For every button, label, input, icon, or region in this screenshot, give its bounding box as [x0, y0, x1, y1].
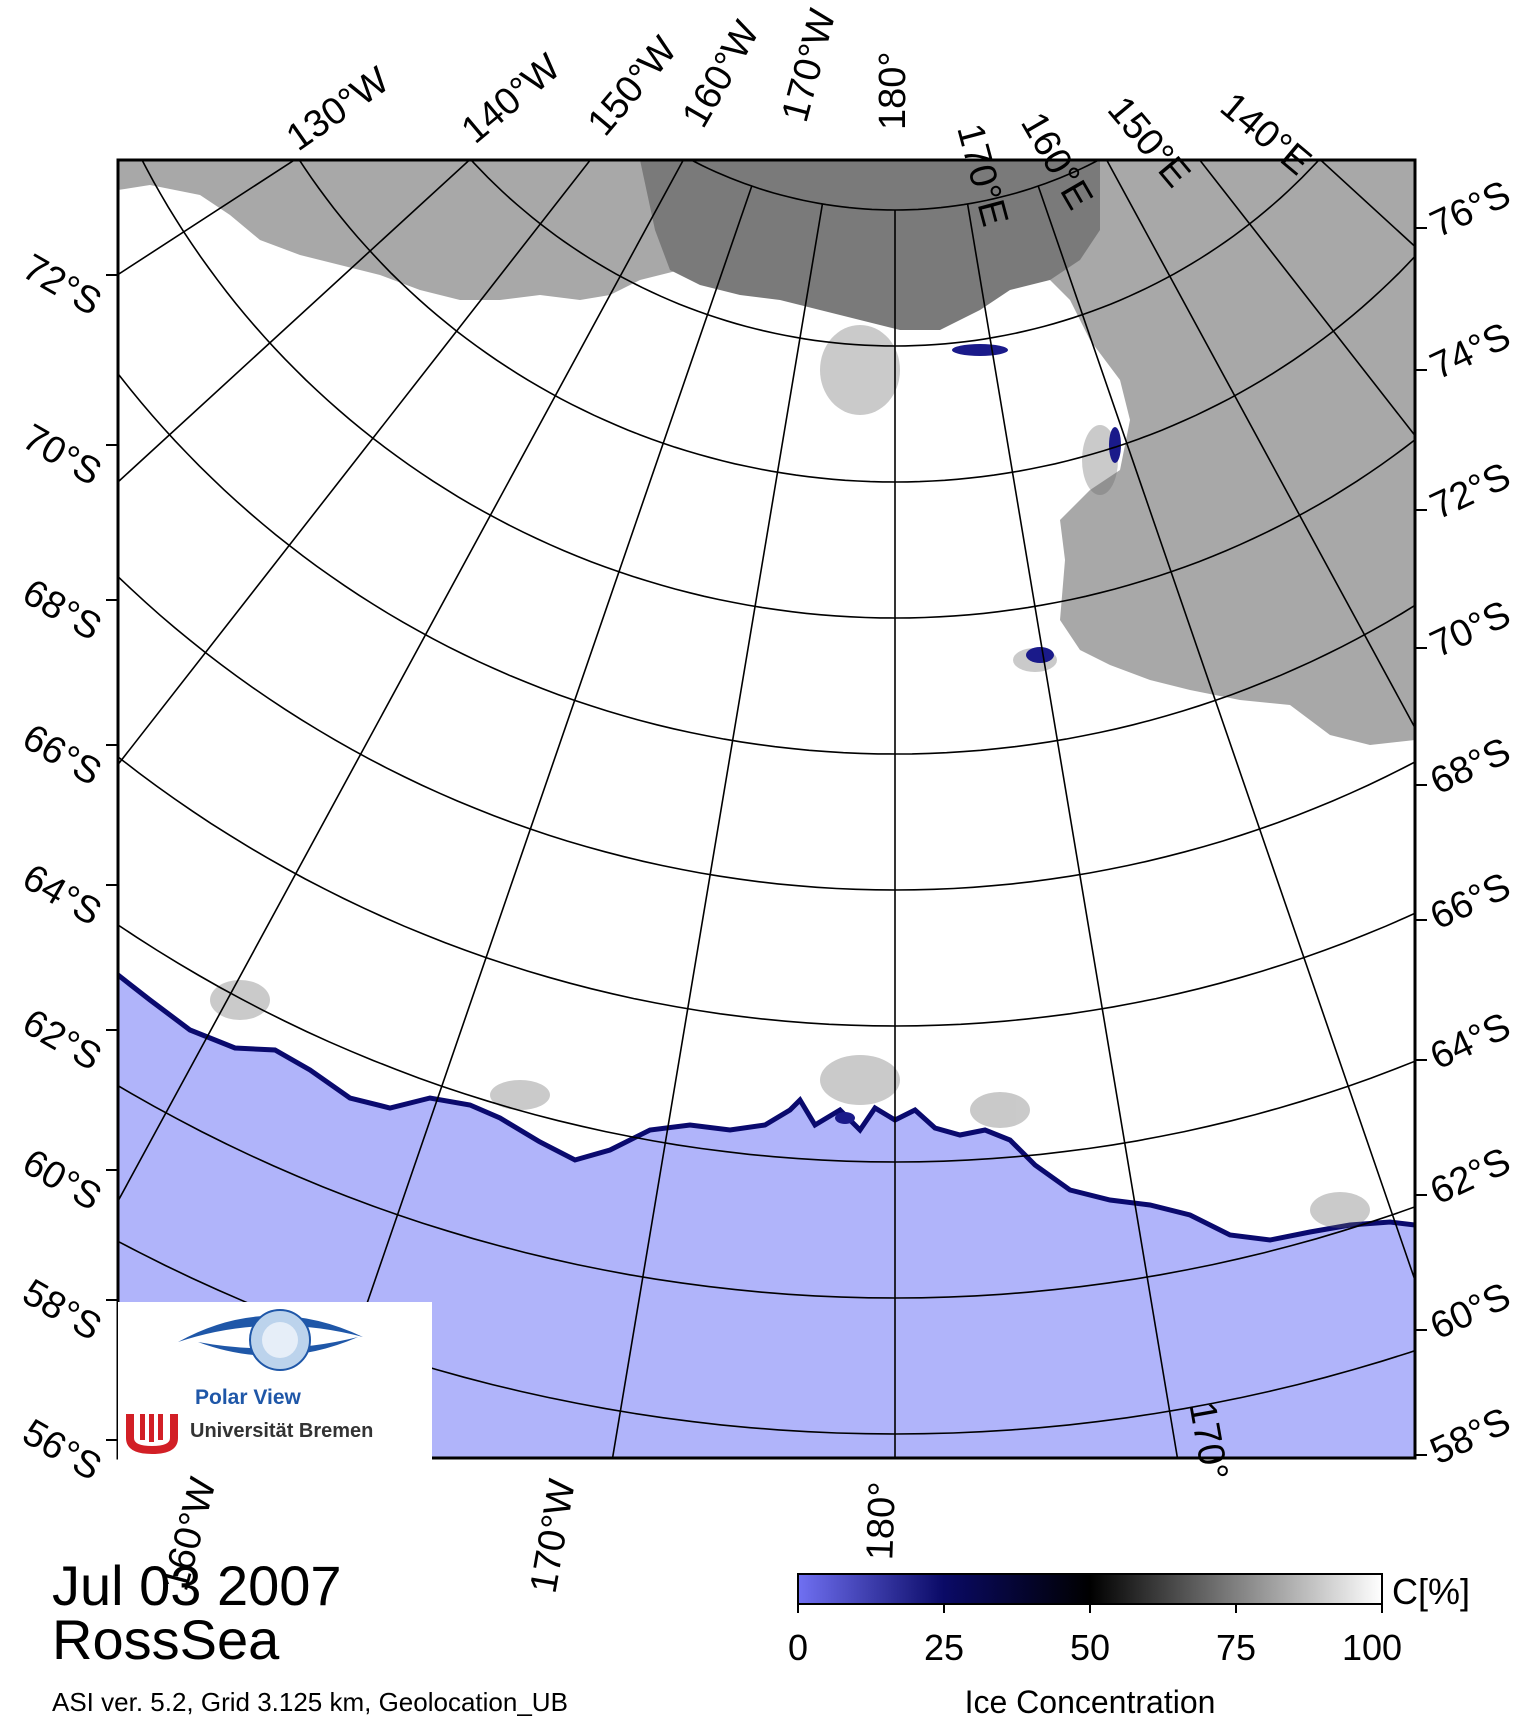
meridian-line [966, 203, 1179, 1458]
meridian-line [1037, 185, 1415, 1283]
meridian-label-top: 140°W [454, 46, 569, 152]
meridian-label-top: 160°W [674, 14, 768, 134]
ice-edge-line [118, 973, 1415, 1243]
colorbar: 0 25 50 75 100 C[%] Ice Concentration [788, 1571, 1470, 1718]
parallel-label-left: 66°S [16, 716, 109, 794]
meridian-line [1105, 160, 1415, 730]
parallel-label-left: 72°S [16, 246, 109, 324]
logo-title: Polar View [195, 1386, 301, 1409]
parallel-label-right: 66°S [1424, 865, 1517, 938]
meridian-line [118, 160, 685, 1203]
map-frame [116, 158, 1417, 1460]
meridian-line [118, 160, 471, 484]
meridian-label-top: 180° [872, 51, 914, 130]
meridian-line [118, 160, 592, 766]
parallel-label-left: 56°S [16, 1411, 109, 1489]
meridian-line [1198, 160, 1415, 437]
meridian-label-top: 150°W [580, 29, 686, 144]
meridian-label-top: 170°W [774, 5, 844, 127]
product-info: ASI ver. 5.2, Grid 3.125 km, Geolocation… [52, 1687, 568, 1717]
colorbar-tick-0: 0 [788, 1627, 808, 1668]
meridian-line [1319, 160, 1415, 248]
meridian-label-bottom: 180° [859, 1481, 904, 1561]
parallel-label-left: 60°S [16, 1141, 109, 1219]
parallel-label-right: 76°S [1424, 173, 1517, 246]
parallel-label-right: 62°S [1424, 1140, 1517, 1213]
polar-view-logo: Polar View Universität Bremen [118, 1302, 432, 1460]
colorbar-unit: C[%] [1392, 1571, 1470, 1612]
map-region: RossSea [52, 1608, 280, 1671]
parallel-label-right: 74°S [1424, 315, 1517, 388]
parallel-label-right: 70°S [1424, 593, 1517, 666]
open-water-area [118, 975, 1415, 1458]
colorbar-tick-50: 50 [1070, 1627, 1110, 1668]
meridian-line [611, 203, 824, 1458]
parallel-label-right: 58°S [1424, 1400, 1517, 1473]
logo-subtitle: Universität Bremen [190, 1420, 374, 1442]
frame-tick-marks [106, 227, 1427, 1456]
parallel-label-left: 68°S [16, 571, 109, 649]
parallel-label-left: 64°S [16, 856, 109, 934]
eye-icon [178, 1309, 363, 1371]
meridian-label-bottom: 170°W [523, 1476, 584, 1596]
parallel-label-left: 62°S [16, 1001, 109, 1079]
colorbar-title: Ice Concentration [965, 1684, 1216, 1718]
colorbar-tick-25: 25 [924, 1627, 964, 1668]
ice-shelf-area [640, 160, 1100, 330]
colorbar-tick-75: 75 [1216, 1627, 1256, 1668]
colorbar-tick-100: 100 [1342, 1627, 1402, 1668]
parallel-label-left: 58°S [16, 1271, 109, 1349]
parallel-label-right: 64°S [1424, 1005, 1517, 1078]
map-date: Jul 03 2007 [52, 1554, 342, 1617]
university-emblem-icon [126, 1414, 178, 1454]
colorbar-gradient [797, 1573, 1383, 1605]
high-concentration-edge-patches [835, 344, 1121, 1124]
meridian-label-top: 130°W [279, 59, 397, 159]
parallel-label-right: 60°S [1424, 1275, 1517, 1348]
parallel-label-left: 70°S [16, 416, 109, 494]
parallel-label-right: 68°S [1424, 730, 1517, 803]
land-area [118, 160, 1415, 745]
parallel-label-right: 72°S [1424, 455, 1517, 528]
